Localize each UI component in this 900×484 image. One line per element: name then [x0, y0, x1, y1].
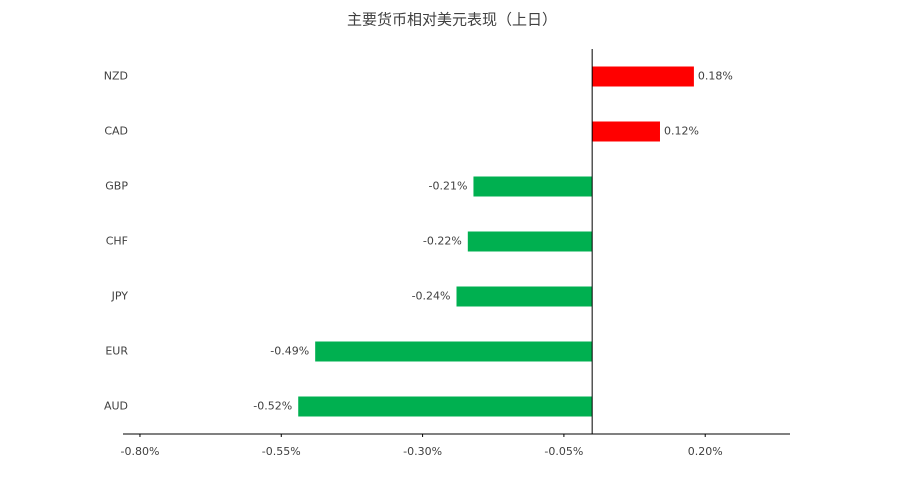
value-label: -0.24%	[412, 290, 451, 303]
x-tick-label: 0.20%	[688, 445, 723, 458]
y-tick-label: CHF	[106, 235, 128, 248]
value-label: -0.22%	[423, 235, 462, 248]
x-tick-label: -0.80%	[120, 445, 159, 458]
y-tick-label: EUR	[105, 345, 128, 358]
value-label: -0.21%	[429, 180, 468, 193]
value-label: -0.49%	[270, 345, 309, 358]
y-tick-label: CAD	[104, 125, 128, 138]
x-tick-label: -0.30%	[403, 445, 442, 458]
bar	[592, 121, 660, 142]
y-tick-label: GBP	[105, 180, 128, 193]
chart-title: 主要货币相对美元表现（上日）	[347, 11, 557, 29]
bar	[592, 66, 694, 87]
x-tick-label: -0.55%	[262, 445, 301, 458]
x-tick-label: -0.05%	[544, 445, 583, 458]
value-label: 0.18%	[698, 70, 733, 83]
value-label: 0.12%	[664, 125, 699, 138]
bar	[298, 396, 593, 417]
bar	[456, 286, 593, 307]
y-tick-label: AUD	[104, 400, 128, 413]
y-tick-label: JPY	[111, 290, 129, 303]
value-label: -0.52%	[253, 400, 292, 413]
bar	[467, 231, 593, 252]
y-tick-label: NZD	[104, 70, 128, 83]
bar	[315, 341, 593, 362]
bar	[473, 176, 593, 197]
